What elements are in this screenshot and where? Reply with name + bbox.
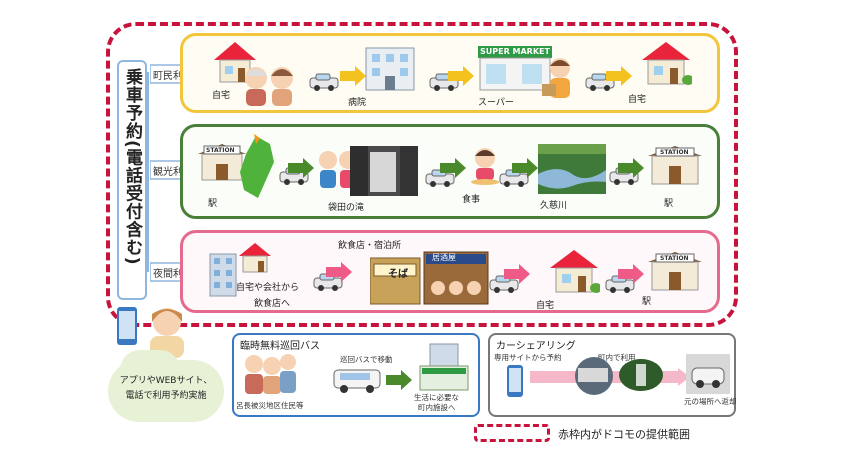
arrow-green-icon xyxy=(440,158,466,178)
house-icon xyxy=(239,243,271,273)
tree-connector xyxy=(147,72,155,272)
legend-dash-sample xyxy=(474,424,550,442)
free-bus-title: 臨時無料巡回バス xyxy=(240,341,320,352)
reservation-box xyxy=(117,60,147,300)
label-home-1: 自宅 xyxy=(212,91,231,101)
label-to-restaurant: 飲食店へ xyxy=(254,299,291,309)
booking-note-line-1: アプリやWEBサイト、 xyxy=(119,376,213,386)
house-icon xyxy=(642,42,692,85)
river-photo xyxy=(538,144,606,194)
town-photo xyxy=(575,357,613,395)
arrow-green-icon xyxy=(386,370,412,390)
use-in-town-label: 町内で利用 xyxy=(598,353,636,362)
shopper-icon xyxy=(542,58,570,98)
label-waterfall: 袋田の滝 xyxy=(328,203,365,213)
station-icon xyxy=(198,144,246,181)
station-sign: STATION xyxy=(660,149,689,156)
return-label: 元の場所へ返却 xyxy=(684,397,737,406)
arrow-green-icon xyxy=(288,158,314,178)
label-restaurant-inn: 飲食店・宿泊所 xyxy=(338,241,402,251)
facilities-icon xyxy=(419,343,469,391)
office-building-icon xyxy=(209,253,237,297)
map-icon xyxy=(240,134,274,198)
soba-sign: そば xyxy=(388,269,408,280)
label-station-1: 駅 xyxy=(208,199,218,209)
arrow-yellow-icon xyxy=(606,66,632,86)
usage-label-tourist: 観光利用 xyxy=(153,167,193,178)
car-sharing-title: カーシェアリング xyxy=(496,341,576,352)
reservation-title: 乗車予約(電話受付含む) xyxy=(122,68,142,266)
label-meal: 食事 xyxy=(462,195,481,205)
legend-label: 赤枠内がドコモの提供範囲 xyxy=(558,428,690,441)
waterfall-thumb xyxy=(619,359,663,391)
station-sign: STATION xyxy=(660,255,689,262)
arrow-pink-icon xyxy=(618,264,644,284)
arrow-yellow-icon xyxy=(448,66,474,86)
residents-icon xyxy=(245,354,296,394)
car-icon xyxy=(309,73,339,91)
station-icon xyxy=(648,252,702,291)
residents-label: 呂長被災地区住民等 xyxy=(236,401,304,410)
docomo-scope-frame xyxy=(106,22,738,327)
reserve-label: 専用サイトから予約 xyxy=(494,353,562,362)
label-station-3: 駅 xyxy=(642,297,652,307)
bus-move-label: 巡回バスで移動 xyxy=(340,355,393,364)
station-sign: STATION xyxy=(206,147,235,154)
supermarket-sign: SUPER MARKET xyxy=(480,47,550,56)
facilities-label-2: 町内施設へ xyxy=(418,403,456,412)
arrow-green-icon xyxy=(512,158,538,178)
label-river: 久慈川 xyxy=(540,201,568,211)
smartphone-icon xyxy=(507,365,523,397)
usage-label-resident: 町民利用 xyxy=(153,71,193,82)
house-icon xyxy=(214,42,256,83)
arrow-pink-icon xyxy=(326,262,352,282)
izakaya-sign: 居酒屋 xyxy=(432,253,456,262)
bus-icon xyxy=(333,369,381,393)
house-icon xyxy=(550,250,600,293)
label-supermarket: スーパー xyxy=(478,98,514,108)
label-from-home: 自宅や会社から xyxy=(236,283,300,293)
supermarket-icon xyxy=(478,46,552,91)
hospital-icon xyxy=(365,47,415,91)
waterfall-photo xyxy=(350,146,418,196)
arrow-green-icon xyxy=(618,158,644,178)
facilities-label-1: 生活に必要な xyxy=(414,393,459,402)
label-home-3: 自宅 xyxy=(536,301,555,311)
elderly-couple-icon xyxy=(245,67,293,106)
label-station-2: 駅 xyxy=(664,199,674,209)
car-icon xyxy=(489,275,519,293)
diner-icon xyxy=(471,148,499,185)
arrow-yellow-icon xyxy=(340,66,366,86)
cloud-shape xyxy=(108,360,224,422)
booking-note-line-2: 電話で利用予約実施 xyxy=(125,391,207,401)
station-icon xyxy=(648,146,702,185)
izakaya-icon xyxy=(370,251,489,305)
label-home-2: 自宅 xyxy=(628,95,647,105)
label-hospital: 病院 xyxy=(348,98,367,108)
booking-note: アプリやWEBサイト、 電話で利用予約実施 xyxy=(110,374,222,404)
smartphone-icon xyxy=(117,307,137,345)
usage-label-night: 夜間利用 xyxy=(153,269,193,280)
woman-operator-icon xyxy=(150,308,184,358)
ev-car-photo xyxy=(686,354,730,394)
arrow-pink-icon xyxy=(504,264,530,284)
